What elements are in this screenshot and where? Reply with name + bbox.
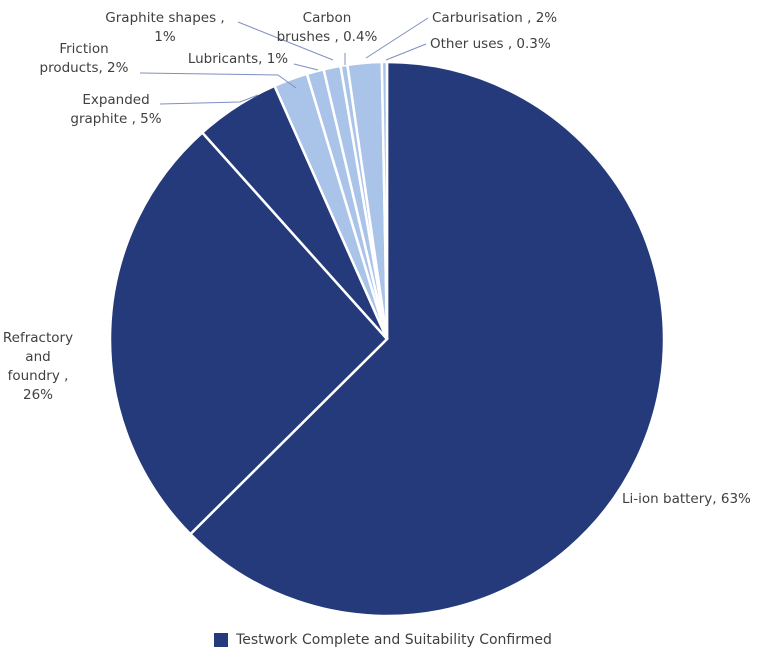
pie-slices [108, 60, 666, 618]
label-carburisation: Carburisation , 2% [432, 10, 557, 26]
leader-lines [139, 17, 429, 105]
label-graphite-shapes-line1: Graphite shapes , [105, 10, 224, 26]
slice-li-ion-battery [188, 60, 666, 618]
label-refractory-foundry-line1: Refractory [3, 330, 73, 346]
label-graphite-shapes-line2: 1% [154, 29, 176, 45]
label-friction-products-line2: products, 2% [40, 60, 129, 76]
leader-carburisation [365, 17, 429, 59]
slice-refractory-foundry [108, 130, 389, 536]
label-li-ion-battery: Li-ion battery, 63% [622, 491, 751, 507]
leader-friction-products [139, 72, 297, 89]
leader-expanded-graphite [159, 94, 259, 105]
leader-lubricants [293, 63, 319, 71]
slice-other-uses [380, 60, 389, 340]
pie-chart: Li-ion battery, 63% Refractory and found… [3, 10, 751, 618]
label-refractory-foundry-line3: foundry , [8, 368, 69, 384]
label-lubricants: Lubricants, 1% [188, 51, 288, 67]
leader-graphite-shapes [237, 21, 334, 61]
chart-legend: Testwork Complete and Suitability Confir… [0, 632, 766, 648]
legend-swatch [214, 633, 229, 647]
label-refractory-foundry-line4: 26% [23, 387, 53, 403]
legend-label: Testwork Complete and Suitability Confir… [236, 632, 552, 648]
label-expanded-graphite-line2: graphite , 5% [70, 111, 161, 127]
label-friction-products-line1: Friction [59, 41, 108, 57]
leader-other-uses [385, 43, 427, 61]
label-carbon-brushes-line1: Carbon [303, 10, 352, 26]
label-carbon-brushes-line2: brushes , 0.4% [277, 29, 378, 45]
label-expanded-graphite-line1: Expanded [82, 92, 149, 108]
label-other-uses: Other uses , 0.3% [430, 36, 551, 52]
label-refractory-foundry-line2: and [25, 349, 50, 365]
